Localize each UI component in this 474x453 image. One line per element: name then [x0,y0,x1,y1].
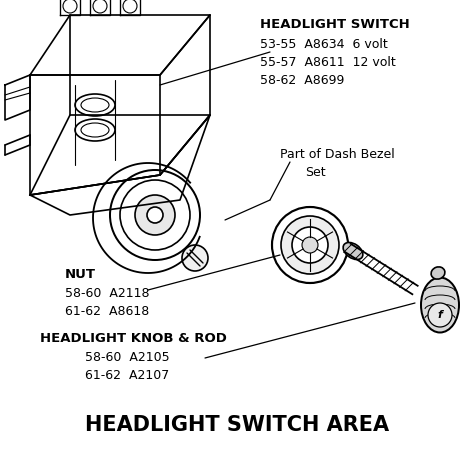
Circle shape [292,227,328,263]
Circle shape [135,195,175,235]
Text: 61-62  A8618: 61-62 A8618 [65,305,149,318]
Text: 58-62  A8699: 58-62 A8699 [260,74,345,87]
Circle shape [281,216,339,274]
Text: HEADLIGHT SWITCH AREA: HEADLIGHT SWITCH AREA [85,415,389,435]
Circle shape [428,303,452,327]
Text: 53-55  A8634  6 volt: 53-55 A8634 6 volt [260,38,388,51]
Text: NUT: NUT [65,268,96,281]
Text: HEADLIGHT SWITCH: HEADLIGHT SWITCH [260,18,410,31]
Circle shape [110,170,200,260]
Text: HEADLIGHT KNOB & ROD: HEADLIGHT KNOB & ROD [40,332,227,345]
Text: 58-60  A2118: 58-60 A2118 [65,287,149,300]
Circle shape [302,237,318,253]
Text: Part of Dash Bezel: Part of Dash Bezel [280,148,395,161]
Ellipse shape [431,267,445,279]
Circle shape [182,245,208,271]
Text: 55-57  A8611  12 volt: 55-57 A8611 12 volt [260,56,396,69]
Text: 58-60  A2105: 58-60 A2105 [85,351,170,364]
Text: 61-62  A2107: 61-62 A2107 [85,369,169,382]
Text: Set: Set [305,166,326,179]
Text: f: f [438,310,442,320]
Ellipse shape [343,242,363,260]
Circle shape [272,207,348,283]
Circle shape [147,207,163,223]
Ellipse shape [421,278,459,333]
